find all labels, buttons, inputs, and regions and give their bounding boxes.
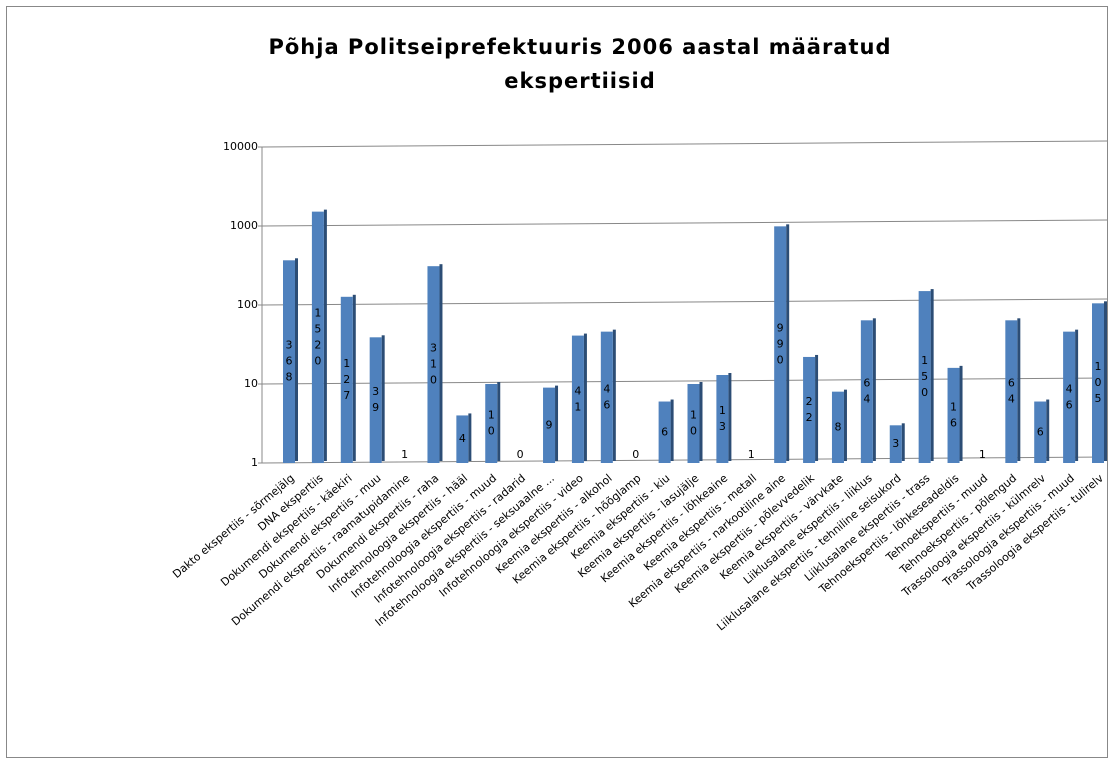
- bar: [485, 384, 498, 463]
- bar: [860, 320, 873, 463]
- bar-side: [843, 389, 847, 461]
- bar-side: [497, 382, 501, 461]
- bar: [716, 374, 729, 463]
- data-label: 0: [517, 448, 524, 461]
- data-label: 1: [979, 448, 986, 461]
- bar-side: [1017, 318, 1021, 461]
- data-label: 3: [892, 437, 899, 450]
- bar-side: [728, 372, 732, 461]
- bar: [1063, 331, 1076, 463]
- bar: [658, 401, 671, 463]
- bar-side: [901, 423, 905, 461]
- data-label: 6: [661, 425, 668, 438]
- data-label: 8: [834, 420, 841, 433]
- bar: [889, 425, 902, 463]
- bar: [831, 391, 844, 463]
- bar-side: [468, 413, 472, 461]
- bar-side: [583, 333, 587, 461]
- bar-side: [295, 258, 298, 461]
- bar-side: [872, 318, 876, 461]
- grid-line: [261, 456, 1109, 464]
- bar-side: [1104, 301, 1107, 461]
- bar: [1034, 401, 1047, 463]
- bar: [571, 335, 584, 463]
- bar-side: [323, 209, 327, 461]
- bar-side: [1046, 399, 1050, 461]
- bar-side: [815, 354, 819, 461]
- bar-side: [1075, 329, 1079, 461]
- chart-title: Põhja Politseiprefektuuris 2006 aastal m…: [268, 35, 892, 93]
- bar: [283, 260, 295, 463]
- bar: [311, 211, 324, 463]
- bar: [918, 291, 931, 463]
- grid-line: [261, 140, 1109, 148]
- bar: [369, 337, 382, 463]
- bar-side: [439, 264, 443, 461]
- bar-side: [930, 289, 934, 461]
- data-label: 1: [401, 448, 408, 461]
- data-label: 1: [748, 448, 755, 461]
- data-label: 6: [1037, 425, 1044, 438]
- bar: [600, 331, 613, 463]
- bar-side: [699, 382, 703, 461]
- bar-side: [670, 399, 674, 461]
- bar: [803, 356, 816, 463]
- bar: [1005, 320, 1018, 463]
- bar-side: [959, 365, 963, 461]
- bar-side: [555, 385, 559, 461]
- bar: [427, 266, 440, 463]
- bar: [947, 367, 960, 463]
- grid-line: [261, 377, 1109, 385]
- data-label: 0: [632, 448, 639, 461]
- y-tick-label: 100: [237, 298, 258, 311]
- y-tick-label: 10: [244, 377, 258, 390]
- bar: [543, 387, 556, 463]
- y-tick-label: 1000: [230, 219, 258, 232]
- bar: [340, 296, 353, 463]
- data-label: 9: [546, 418, 553, 431]
- bar-side: [352, 294, 356, 461]
- data-label: 4: [459, 432, 466, 445]
- bar: [456, 415, 469, 463]
- bar: [1092, 303, 1104, 463]
- bar-side: [786, 224, 790, 461]
- grid-line: [261, 298, 1109, 306]
- grid-line: [261, 219, 1109, 227]
- chart-frame: [6, 6, 1108, 758]
- y-tick-label: 1: [251, 456, 258, 469]
- bar: [774, 226, 787, 463]
- bar-side: [381, 335, 385, 461]
- y-tick-label: 10000: [223, 140, 258, 153]
- bar-side: [612, 329, 616, 461]
- bar: [687, 384, 700, 463]
